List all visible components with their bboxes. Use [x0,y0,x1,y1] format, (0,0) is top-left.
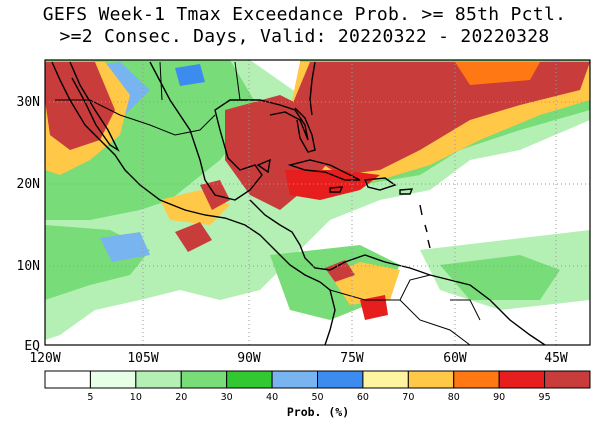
colorbar-tick-label: 5 [87,392,93,403]
lon-label-105w: 105W [127,351,158,366]
map-frame [44,59,591,346]
longitude-labels: 120W 105W 90W 75W 60W 45W [29,351,568,366]
colorbar-swatch [544,370,591,389]
colorbar-swatch [317,370,364,389]
colorbar-swatch [89,370,137,389]
colorbar-tick-label: 30 [221,392,233,403]
colorbar-tick-label: 10 [130,392,142,403]
colorbar-tick-label: 50 [311,392,323,403]
colorbar-tick-label: 95 [539,392,551,403]
colorbar-swatch [407,370,455,389]
colorbar-swatch [362,370,409,389]
lon-label-45w: 45W [544,351,568,366]
lon-label-75w: 75W [340,351,364,366]
lat-label-20n: 20N [17,177,40,192]
colorbar-tick-label: 80 [448,392,460,403]
colorbar-tick-label: 40 [266,392,278,403]
colorbar-swatch [453,370,500,389]
latitude-labels: 30N 20N 10N EQ [17,95,41,354]
colorbar-swatch [498,370,546,389]
lon-label-120w: 120W [29,351,60,366]
colorbar-swatch [180,370,228,389]
map-title-line1: GEFS Week-1 Tmax Exceedance Prob. >= 85t… [42,4,567,25]
lat-label-30n: 30N [17,95,40,110]
colorbar-tick-label: 70 [402,392,414,403]
colorbar-tick-label: 60 [357,392,369,403]
graticule [45,60,590,345]
colorbar-swatch [44,370,91,389]
lat-label-10n: 10N [17,259,40,274]
colorbar-tick-label: 20 [175,392,187,403]
map-title-line2: >=2 Consec. Days, Valid: 20220322 - 2022… [59,26,550,47]
probability-field [45,60,590,340]
colorbar-tick-label: 90 [493,392,505,403]
colorbar-swatch [226,370,273,389]
colorbar [44,370,591,389]
lon-label-60w: 60W [443,351,467,366]
lon-label-90w: 90W [237,351,261,366]
colorbar-swatch [135,370,182,389]
colorbar-tick-labels: 5 10 20 30 40 50 60 70 80 90 95 [87,392,550,403]
colorbar-units: Prob. (%) [287,405,349,419]
colorbar-swatch [271,370,319,389]
lat-label-eq: EQ [24,339,40,354]
coastlines [51,61,546,345]
